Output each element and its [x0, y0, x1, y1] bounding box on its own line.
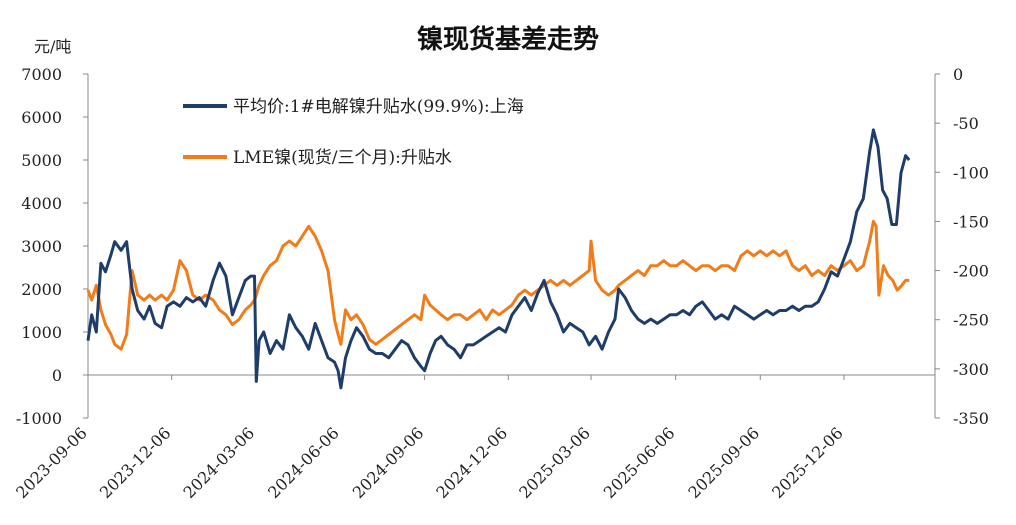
series-line-spot-premium [86, 128, 911, 390]
left-tick-label: 2000 [21, 280, 62, 299]
series-layer [86, 128, 911, 390]
right-tick-label: -300 [953, 360, 989, 379]
x-tick-label: 2024-03-06 [180, 423, 259, 502]
right-tick-label: -350 [953, 409, 989, 428]
left-tick-label: 4000 [21, 194, 62, 213]
right-tick-label: -200 [953, 262, 989, 281]
legend-label-spot-premium: 平均价:1#电解镍升贴水(99.9%):上海 [233, 97, 524, 117]
left-axis-ticks: 7000 6000 5000 4000 3000 2000 1000 0 -1000 [16, 65, 88, 428]
chart-title: 镍现货基差走势 [417, 24, 599, 55]
right-tick-label: -50 [953, 114, 979, 133]
right-tick-label: -100 [953, 163, 989, 182]
right-tick-label: -150 [953, 212, 989, 231]
x-tick-label: 2025-03-06 [515, 423, 594, 502]
left-tick-label: 3000 [21, 237, 62, 256]
x-tick-label: 2025-06-06 [600, 423, 679, 502]
x-tick-label: 2025-09-06 [684, 423, 763, 502]
x-tick-label: 2024-09-06 [349, 423, 428, 502]
x-tick-label: 2023-12-06 [96, 423, 175, 502]
legend: 平均价:1#电解镍升贴水(99.9%):上海 LME镍(现货/三个月):升贴水 [183, 97, 524, 168]
series-line-lme-spread [86, 219, 910, 351]
x-tick-label: 2024-06-06 [264, 423, 343, 502]
left-axis-unit: 元/吨 [34, 37, 71, 56]
left-tick-label: 6000 [21, 108, 62, 127]
left-tick-label: 7000 [21, 65, 62, 84]
left-tick-label: 1000 [21, 323, 62, 342]
left-tick-label: 0 [52, 366, 62, 385]
legend-label-lme-spread: LME镍(现货/三个月):升贴水 [233, 148, 452, 168]
right-tick-label: -250 [953, 311, 989, 330]
left-tick-label: 5000 [21, 151, 62, 170]
x-tick-label: 2024-12-06 [432, 423, 511, 502]
left-tick-label: -1000 [16, 409, 62, 428]
right-axis-ticks: 0 -50 -100 -150 -200 -250 -300 -350 [935, 65, 989, 428]
x-axis-ticks: 2023-09-06 2023-12-06 2024-03-06 2024-06-06… [12, 375, 847, 502]
x-tick-label: 2023-09-06 [12, 423, 91, 502]
x-tick-label: 2025-12-06 [768, 423, 847, 502]
right-tick-label: 0 [953, 65, 963, 84]
